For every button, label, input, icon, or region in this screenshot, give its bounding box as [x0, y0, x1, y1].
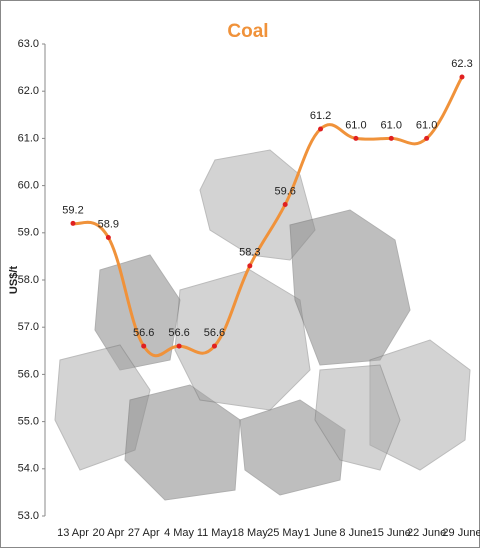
y-axis-title: US$/t — [8, 266, 20, 294]
chart-title: Coal — [227, 21, 268, 42]
y-tick-label: 61.0 — [18, 132, 39, 144]
marker — [318, 126, 324, 132]
marker — [282, 201, 288, 207]
data-label: 61.0 — [345, 119, 366, 131]
marker — [247, 263, 253, 269]
y-tick-label: 63.0 — [18, 38, 39, 50]
x-tick-label: 25 May — [267, 527, 304, 539]
y-tick-label: 55.0 — [18, 416, 39, 428]
x-tick-label: 22 June — [407, 527, 446, 539]
y-tick-label: 54.0 — [18, 463, 39, 475]
data-label: 56.6 — [168, 327, 189, 339]
x-tick-label: 13 Apr — [57, 527, 89, 539]
marker — [353, 135, 359, 141]
data-label: 59.6 — [274, 185, 295, 197]
x-tick-label: 4 May — [164, 527, 194, 539]
x-tick-label: 27 Apr — [128, 527, 160, 539]
data-label: 58.9 — [98, 218, 119, 230]
data-label: 61.0 — [381, 119, 402, 131]
marker — [141, 343, 147, 349]
y-tick-label: 58.0 — [18, 274, 39, 286]
y-tick-label: 60.0 — [18, 180, 39, 192]
data-label: 58.3 — [239, 247, 260, 259]
x-tick-label: 8 June — [339, 527, 372, 539]
marker — [211, 343, 217, 349]
y-tick-label: 57.0 — [18, 321, 39, 333]
y-tick-label: 62.0 — [18, 85, 39, 97]
x-tick-label: 18 May — [232, 527, 269, 539]
data-label: 56.6 — [133, 327, 154, 339]
y-tick-label: 59.0 — [18, 227, 39, 239]
data-label: 61.0 — [416, 119, 437, 131]
data-label: 59.2 — [62, 204, 83, 216]
marker — [424, 135, 430, 141]
y-tick-label: 56.0 — [18, 368, 39, 380]
data-label: 62.3 — [451, 58, 472, 70]
x-tick-label: 20 Apr — [92, 527, 124, 539]
marker — [105, 235, 111, 241]
marker — [459, 74, 465, 80]
background-coal — [54, 149, 471, 501]
data-label: 56.6 — [204, 327, 225, 339]
marker — [388, 135, 394, 141]
y-tick-label: 53.0 — [18, 510, 39, 522]
marker — [176, 343, 182, 349]
marker — [70, 220, 76, 226]
x-tick-label: 29 June — [442, 527, 480, 539]
x-tick-label: 1 June — [304, 527, 337, 539]
data-label: 61.2 — [310, 110, 331, 122]
x-tick-label: 15 June — [372, 527, 411, 539]
x-tick-label: 11 May — [197, 527, 233, 539]
